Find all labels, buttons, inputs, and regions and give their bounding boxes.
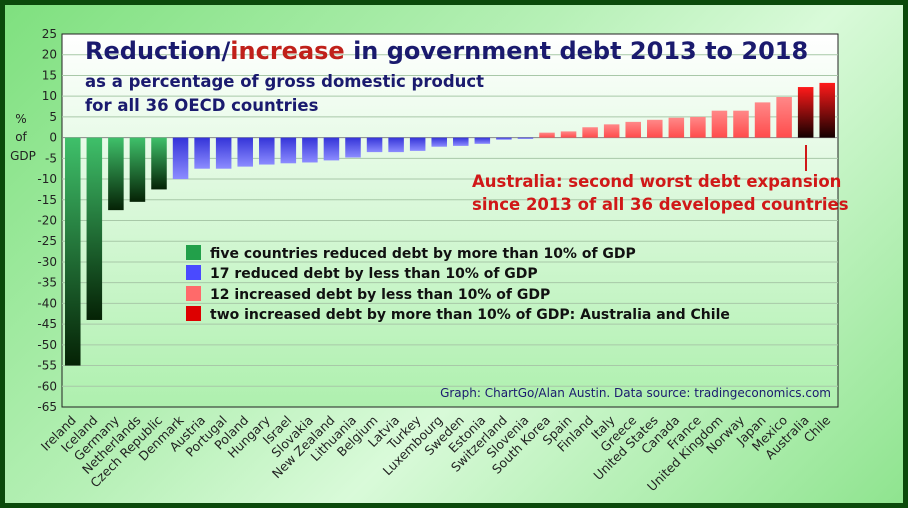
bar-united-kingdom <box>711 110 728 138</box>
annotation-line-2: since 2013 of all 36 developed countries <box>472 195 849 214</box>
y-tick-label: 0 <box>49 131 57 145</box>
bar-south-korea <box>539 132 555 138</box>
bar-israel <box>280 137 297 164</box>
bar-france <box>690 116 706 138</box>
legend-swatch-dg <box>186 245 201 260</box>
bar-iceland <box>86 137 103 320</box>
chart-svg: 25 20 15 10 5 0 -5 -10 -15 -20 -25 -30 -35 -40 -45 -50 -… <box>10 27 849 494</box>
y-axis-ticks: 25 20 15 10 5 0 -5 -10 -15 -20 -25 -30 -35 -40 -45 -50 -… <box>37 27 57 414</box>
bar-turkey <box>409 137 426 151</box>
bar-norway <box>733 110 749 138</box>
y-tick-label: -5 <box>45 151 57 165</box>
bar-slovenia <box>517 137 534 139</box>
source-note: Graph: ChartGo/Alan Austin. Data source:… <box>440 386 831 400</box>
bar-austria <box>194 137 210 169</box>
legend-label-b: 17 reduced debt by less than 10% of GDP <box>210 266 538 282</box>
chart-title: Reduction/increase in government debt 20… <box>85 37 808 65</box>
bar-czech-republic <box>151 137 167 190</box>
bar-portugal <box>215 137 232 169</box>
bar-hungary <box>259 137 275 165</box>
bar-new-zealand <box>323 137 340 161</box>
bar-greece <box>625 121 641 138</box>
y-tick-label: 10 <box>42 89 57 103</box>
bar-sweden <box>453 137 469 146</box>
legend-label-r: 12 increased debt by less than 10% of GD… <box>210 287 550 303</box>
legend-swatch-r <box>186 286 201 301</box>
bar-japan <box>754 102 771 138</box>
y-tick-label: -10 <box>37 172 57 186</box>
bar-italy <box>603 124 620 138</box>
bar-lithuania <box>345 137 361 158</box>
bar-australia <box>797 87 814 138</box>
y-tick-label: 5 <box>49 110 57 124</box>
bar-slovakia <box>302 137 318 163</box>
y-tick-label: -45 <box>37 317 57 331</box>
y-tick-label: 20 <box>42 48 57 62</box>
y-tick-label: -15 <box>37 193 57 207</box>
y-tick-label: 15 <box>42 68 57 82</box>
gridlines <box>62 54 838 387</box>
y-axis-label-3: GDP <box>10 149 36 163</box>
bar-estonia <box>474 137 491 144</box>
bar-united-states <box>647 119 663 138</box>
y-tick-label: -60 <box>37 379 57 393</box>
bars <box>65 82 835 366</box>
y-tick-label: -40 <box>37 296 57 310</box>
legend: five countries reduced debt by more than… <box>186 245 730 323</box>
y-tick-label: -30 <box>37 255 57 269</box>
bar-denmark <box>172 137 189 180</box>
y-axis-label-1: % <box>15 112 26 126</box>
annotation-line-1: Australia: second worst debt expansion <box>472 172 841 191</box>
bar-poland <box>237 137 253 167</box>
bar-switzerland <box>496 137 512 140</box>
legend-label-dr: two increased debt by more than 10% of G… <box>210 307 730 323</box>
y-axis-label-2: of <box>15 130 27 144</box>
bar-chile <box>819 82 835 138</box>
bar-germany <box>108 137 124 211</box>
y-tick-label: -20 <box>37 214 57 228</box>
chart-subtitle-1: as a percentage of gross domestic produc… <box>85 72 484 91</box>
title-highlight: increase <box>230 37 344 65</box>
bar-mexico <box>776 96 792 138</box>
y-tick-label: 25 <box>42 27 57 41</box>
title-part-2: in government debt 2013 to 2018 <box>345 37 808 65</box>
y-tick-label: -65 <box>37 400 57 414</box>
legend-swatch-b <box>186 265 201 280</box>
bar-ireland <box>65 137 81 366</box>
bar-canada <box>668 117 685 138</box>
bar-belgium <box>366 137 383 153</box>
legend-label-dg: five countries reduced debt by more than… <box>210 246 636 262</box>
title-part-1: Reduction/ <box>85 37 231 65</box>
bar-netherlands <box>129 137 146 202</box>
bar-spain <box>560 131 577 138</box>
bar-luxembourg <box>431 137 447 147</box>
y-tick-label: -55 <box>37 359 57 373</box>
y-tick-label: -35 <box>37 276 57 290</box>
y-tick-label: -25 <box>37 234 57 248</box>
bar-latvia <box>388 137 404 153</box>
y-tick-label: -50 <box>37 338 57 352</box>
legend-swatch-dr <box>186 306 201 321</box>
chart-subtitle-2: for all 36 OECD countries <box>85 96 319 115</box>
bar-finland <box>582 127 598 138</box>
